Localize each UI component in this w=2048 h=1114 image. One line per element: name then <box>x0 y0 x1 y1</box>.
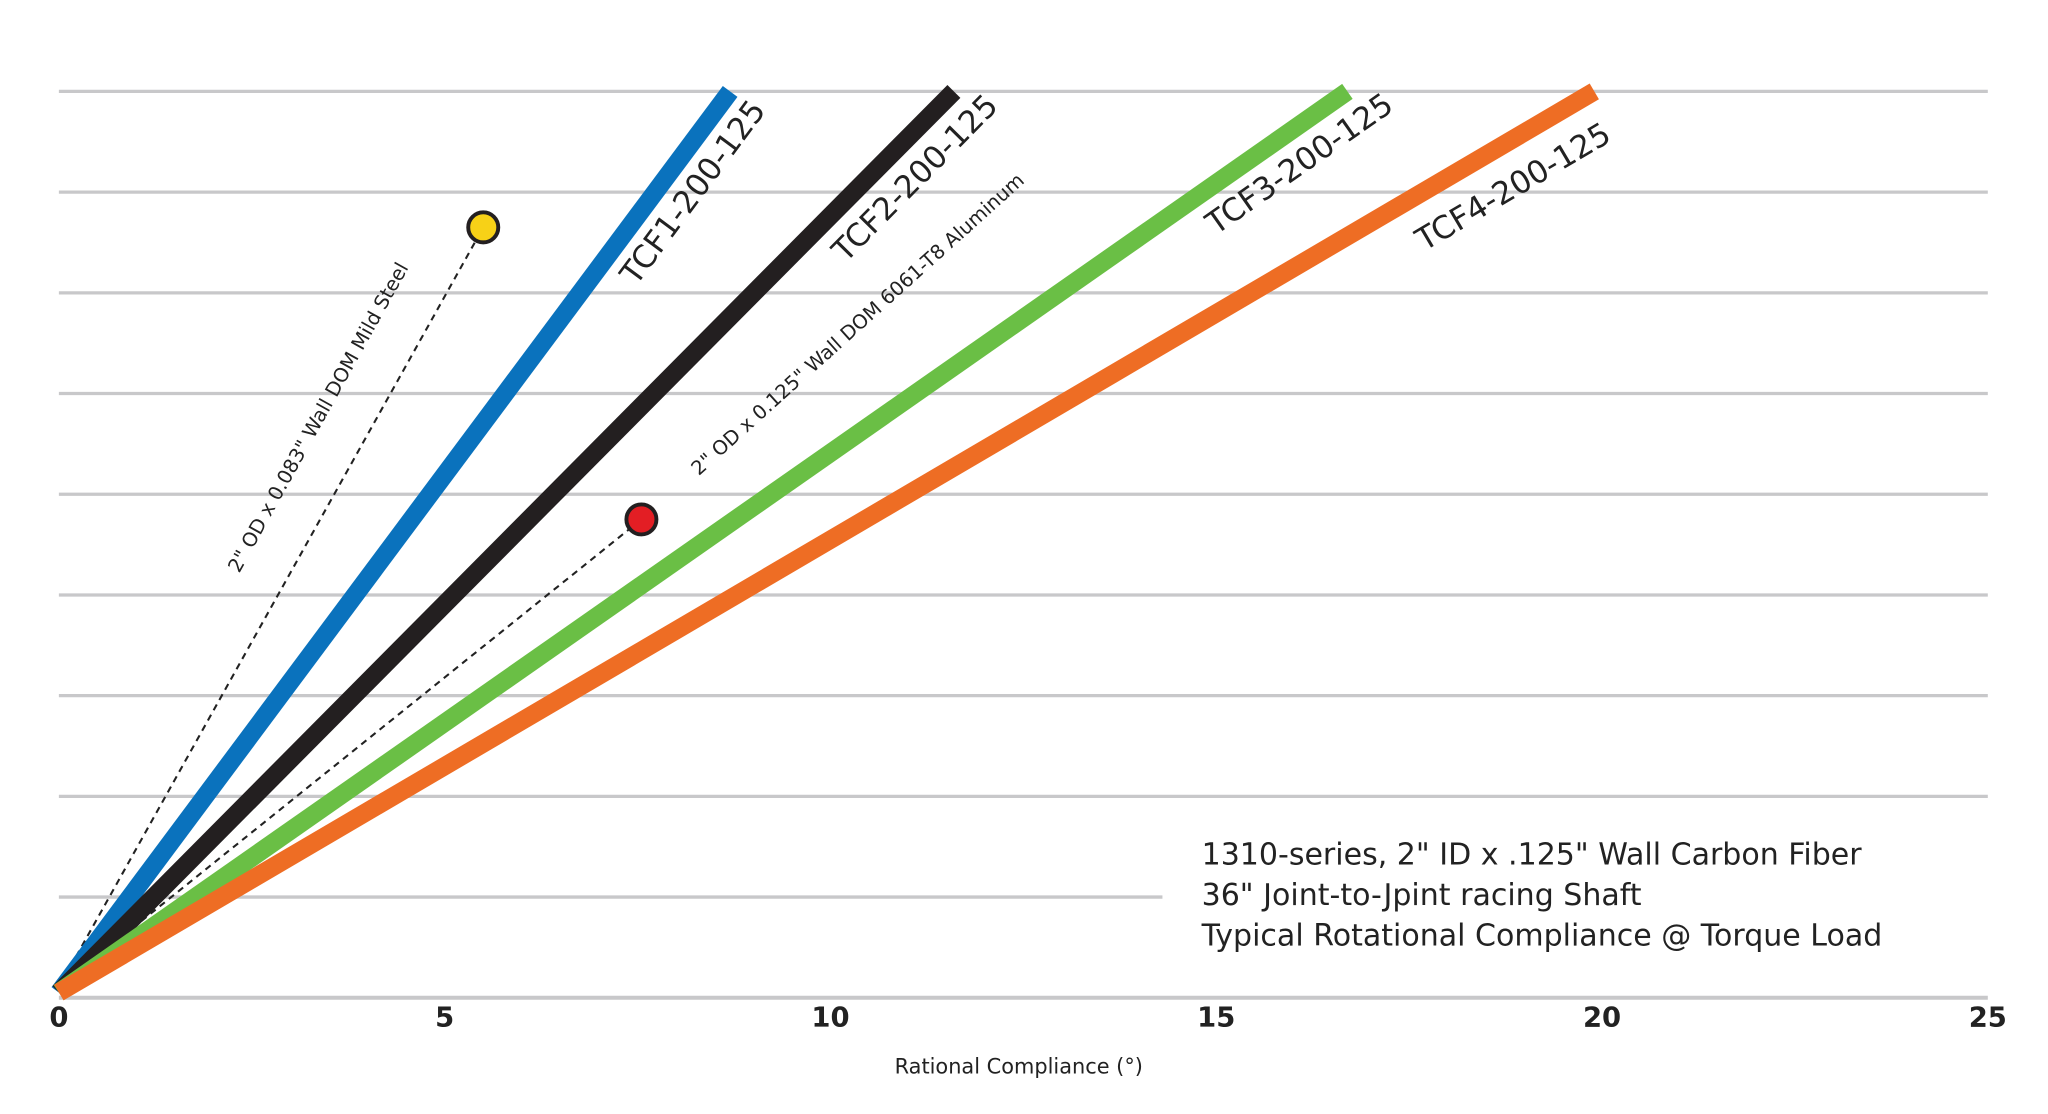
series-line-4 <box>54 83 1599 1001</box>
x-tick-label: 0 <box>49 1002 68 1033</box>
reference-point-1 <box>466 210 501 245</box>
reference-dashed-line <box>57 226 485 988</box>
steel-label: 2" OD x 0.083" Wall DOM Mild Steel <box>223 259 413 577</box>
series-label-2: TCF2-200-125 <box>825 88 1005 270</box>
series-line-2 <box>52 84 961 999</box>
reference-point-2 <box>624 502 659 537</box>
series-line-1 <box>51 85 738 999</box>
x-tick-label: 5 <box>435 1002 454 1033</box>
reference-points <box>466 210 659 537</box>
x-tick-label: 15 <box>1197 1002 1235 1033</box>
series-lines <box>51 83 1599 1001</box>
x-tick-label: 20 <box>1583 1002 1621 1033</box>
annotation-line-3: Typical Rotational Compliance @ Torque L… <box>1201 919 1883 954</box>
reference-lines <box>57 226 643 989</box>
x-ticks: 0 5 10 15 20 25 <box>49 1002 2007 1033</box>
series-line-3 <box>53 83 1353 1001</box>
annotation-line-1: 1310-series, 2" ID x .125" Wall Carbon F… <box>1202 838 1863 873</box>
annotation-line-2: 36" Joint-to-Jpint racing Shaft <box>1202 878 1642 913</box>
x-tick-label: 10 <box>811 1002 849 1033</box>
x-tick-label: 25 <box>1969 1002 2007 1033</box>
x-axis-label: Rational Compliance (°) <box>895 1055 1143 1079</box>
